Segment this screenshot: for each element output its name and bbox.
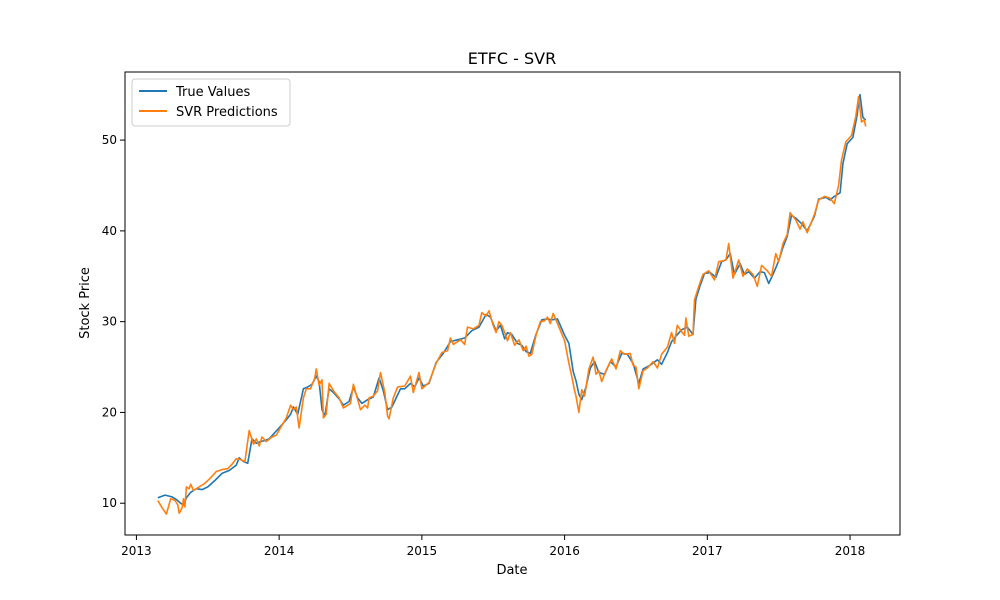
y-tick-label: 40 [102,224,117,238]
y-tick-label: 20 [102,405,117,419]
x-tick-label: 2017 [692,544,723,558]
y-axis: 10 20 30 40 50 [102,133,125,510]
series-layer [157,93,867,515]
legend: True Values SVR Predictions [131,78,291,127]
y-tick-label: 10 [102,496,117,510]
legend-label-true-values: True Values [175,85,250,100]
x-tick-label: 2016 [549,544,580,558]
y-axis-label: Stock Price [78,267,93,339]
series-line-svr-predictions [157,95,867,515]
x-axis: 2013 2014 2015 2016 2017 2018 [121,535,865,558]
plot-frame [124,71,901,536]
chart-title: ETFC - SVR [468,49,556,68]
x-tick-label: 2013 [121,544,152,558]
legend-box [131,78,291,127]
x-tick-label: 2015 [407,544,438,558]
y-tick-label: 30 [102,315,117,329]
legend-label-svr-predictions: SVR Predictions [176,105,278,120]
y-tick-label: 50 [102,133,117,147]
series-line-true-values [157,93,867,506]
x-tick-label: 2018 [835,544,866,558]
x-axis-label: Date [496,563,527,578]
x-tick-label: 2014 [264,544,295,558]
plot-area [125,72,900,535]
